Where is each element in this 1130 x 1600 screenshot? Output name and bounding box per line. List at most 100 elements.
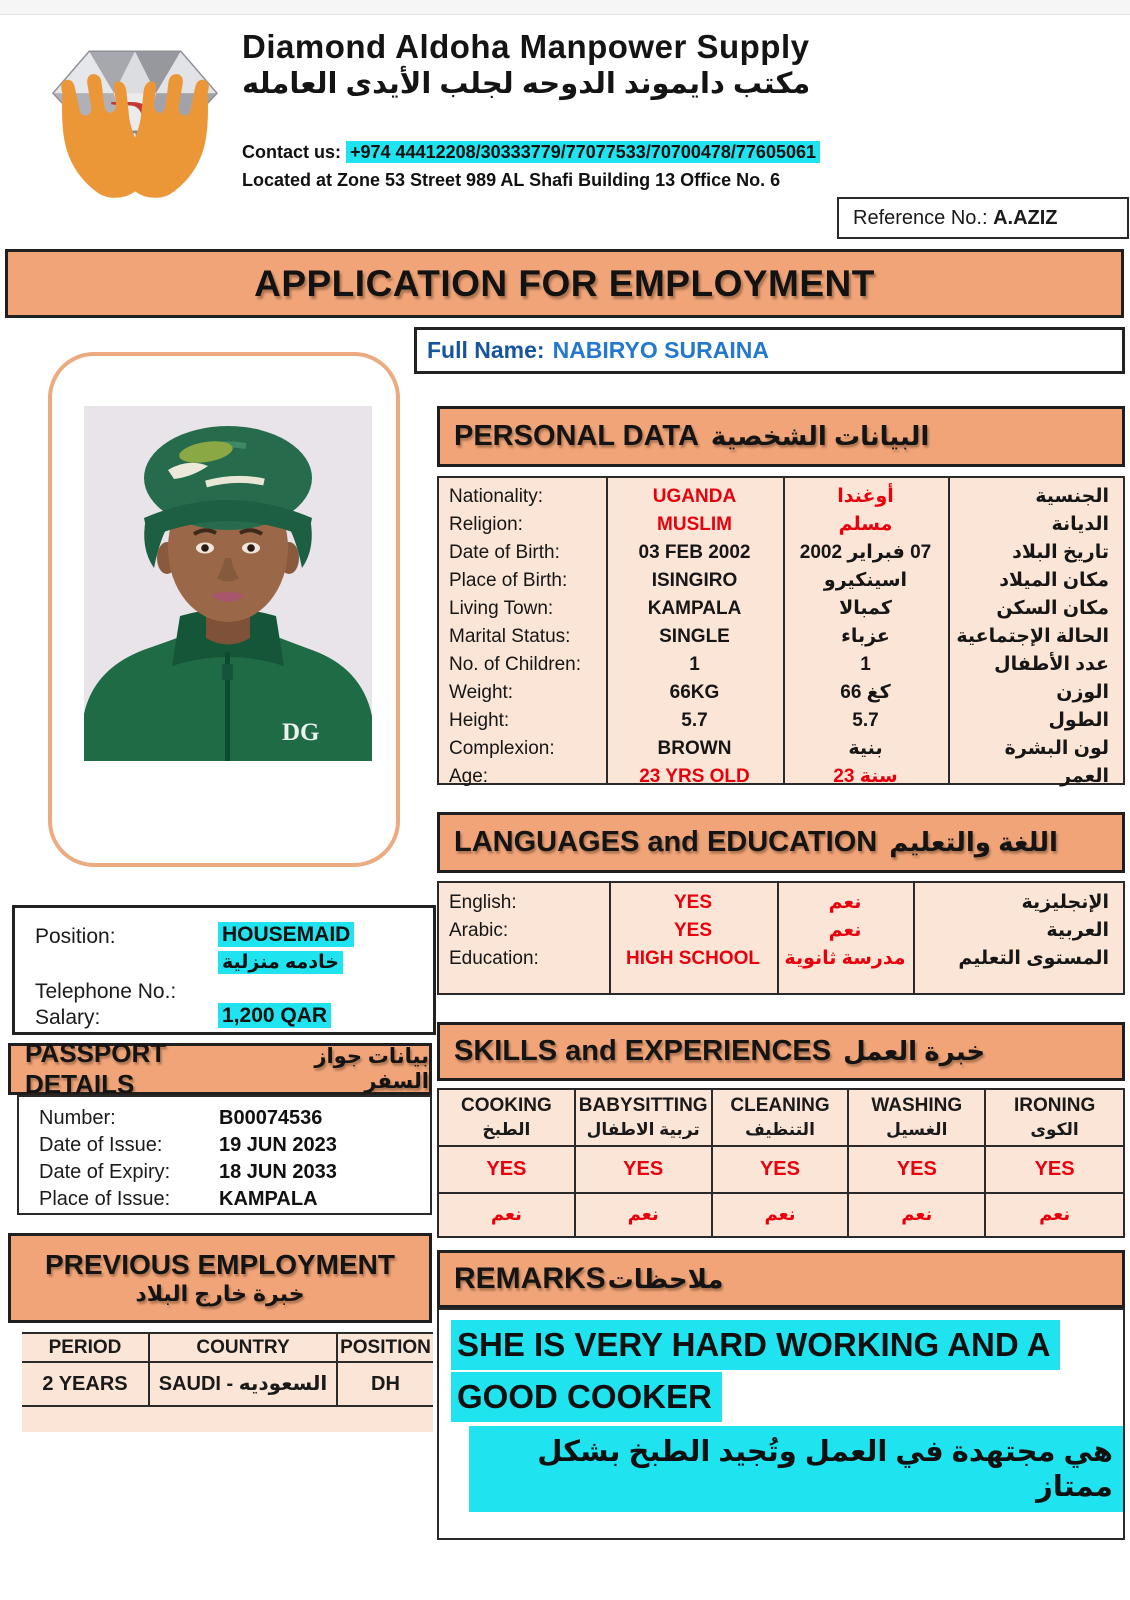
company-name-arabic: مكتب دايموند الدوحه لجلب الأيدى العامله (242, 68, 811, 100)
row-label: Age: (449, 766, 489, 787)
passport-title: PASSPORT DETAILS (25, 1038, 167, 1099)
position-value: HOUSEMAID (218, 922, 355, 947)
skill-yes-arabic: نعم (439, 1194, 576, 1236)
contact-numbers: +974 44412208/30333779/77077533/70700478… (346, 141, 820, 163)
row-label-arabic: لون البشرة (1004, 738, 1109, 759)
column-divider (606, 478, 608, 783)
personal-data-title-arabic: البيانات الشخصية (710, 421, 930, 451)
column-header: POSITION (338, 1334, 433, 1363)
skills-table: COOKING الطبخ BABYSITTING تربية الاطفال … (437, 1088, 1125, 1238)
remarks-line-arabic: هي مجتهدة في العمل وتُجيد الطبخ بشكل ممت… (469, 1426, 1123, 1512)
previous-data-row: 2 YEARS SAUDI - السعوديه DH (22, 1363, 433, 1407)
remarks-body: SHE IS VERY HARD WORKING AND A GOOD COOK… (437, 1308, 1125, 1540)
application-title-banner: APPLICATION FOR EMPLOYMENT (5, 249, 1124, 318)
row-label-arabic: الإنجليزية (1021, 892, 1109, 913)
row-label-arabic: الوزن (1056, 682, 1109, 703)
languages-title: LANGUAGES and EDUCATION (454, 826, 878, 858)
row-label-arabic: العمر (1060, 766, 1109, 787)
contact-line: Contact us: +974 44412208/30333779/77077… (242, 141, 820, 163)
row-label: No. of Children: (449, 654, 582, 675)
row-label-arabic: الديانة (1051, 514, 1109, 535)
row-value: YES (673, 892, 713, 913)
personal-data-table: Nationality: UGANDA أوغندا الجنسية Relig… (437, 476, 1125, 787)
company-logo: D D (30, 36, 240, 203)
column-divider (948, 478, 950, 783)
row-label: Religion: (449, 514, 523, 535)
table-row: Weight: 66KG كغ 66 الوزن (439, 679, 1123, 707)
table-row: Age: 23 YRS OLD سنة 23 العمر (439, 763, 1123, 791)
row-value-arabic: كمبالا (839, 598, 892, 619)
row-value: 18 JUN 2033 (219, 1161, 337, 1183)
row-value: B00074536 (219, 1107, 323, 1129)
row-value: SINGLE (659, 626, 730, 647)
row-label: Date of Expiry: (39, 1161, 171, 1183)
top-divider (0, 0, 1130, 15)
languages-education-header: LANGUAGES and EDUCATION اللغة والتعليم (437, 812, 1125, 873)
row-label: Arabic: (449, 920, 509, 941)
row-value: 19 JUN 2023 (219, 1134, 337, 1156)
row-value: BROWN (657, 738, 732, 759)
skills-yes-row: YES YES YES YES YES (439, 1147, 1123, 1194)
row-label-arabic: الحالة الإجتماعية (956, 626, 1109, 647)
personal-data-title: PERSONAL DATA (454, 420, 699, 452)
position-value-arabic: خادمه منزلية (218, 951, 343, 974)
row-label-arabic: الجنسية (1035, 486, 1109, 507)
row-value: ISINGIRO (651, 570, 738, 591)
table-row: English: YES نعم الإنجليزية (439, 889, 1123, 917)
row-label: Nationality: (449, 486, 543, 507)
previous-employment-table: PERIOD COUNTRY POSITION 2 YEARS SAUDI - … (22, 1332, 433, 1432)
skill-yes: YES (439, 1147, 576, 1194)
row-label: Marital Status: (449, 626, 571, 647)
reference-box: Reference No.: A.AZIZ (837, 197, 1129, 239)
passport-table: Number: B00074536 Date of Issue: 19 JUN … (17, 1095, 432, 1215)
row-value-arabic: مدرسة ثانوية (784, 948, 906, 969)
remarks-title-arabic: ملاحظات (607, 1263, 724, 1294)
row-value-arabic: نعم (828, 892, 862, 913)
skills-title: SKILLS and EXPERIENCES (454, 1035, 832, 1067)
column-header: COUNTRY (150, 1334, 338, 1363)
skill-yes: YES (575, 1147, 713, 1194)
position-label: Position: (35, 925, 116, 948)
row-label-arabic: المستوى التعليم (958, 948, 1109, 969)
column-divider (783, 478, 785, 783)
row-value-arabic: 07 فبراير 2002 (799, 542, 932, 563)
company-name: Diamond Aldoha Manpower Supply (242, 28, 810, 65)
column-divider (609, 883, 611, 993)
row-label-arabic: العربية (1046, 920, 1109, 941)
table-row: Nationality: UGANDA أوغندا الجنسية (439, 483, 1123, 511)
row-value-arabic: مسلم (838, 514, 893, 535)
previous-title-arabic: خبرة خارج البلاد (135, 1281, 305, 1306)
salary-label: Salary: (35, 1006, 101, 1029)
skills-header-row: COOKING الطبخ BABYSITTING تربية الاطفال … (439, 1090, 1123, 1147)
row-value-arabic: بنية (848, 738, 883, 759)
remarks-line-1: SHE IS VERY HARD WORKING AND A (451, 1320, 1061, 1370)
personal-data-header: PERSONAL DATA البيانات الشخصية (437, 406, 1125, 467)
column-divider (913, 883, 915, 993)
row-label: Number: (39, 1107, 116, 1129)
skill-column-header: COOKING الطبخ (439, 1090, 576, 1147)
table-row: Place of Birth: ISINGIRO اسينكيرو مكان ا… (439, 567, 1123, 595)
row-label: Education: (449, 948, 539, 969)
skill-yes: YES (712, 1147, 850, 1194)
row-value: YES (673, 920, 713, 941)
skill-yes-arabic: نعم (576, 1194, 713, 1236)
row-value: 23 YRS OLD (639, 766, 750, 787)
reference-value: A.AZIZ (993, 207, 1058, 229)
previous-employment-header: PREVIOUS EMPLOYMENT خبرة خارج البلاد (8, 1233, 432, 1323)
row-label-arabic: تاريخ البلاد (1012, 542, 1109, 563)
address-line: Located at Zone 53 Street 989 AL Shafi B… (242, 170, 781, 190)
table-row: Date of Expiry: 18 JUN 2033 (19, 1159, 430, 1186)
row-label: Living Town: (449, 598, 554, 619)
row-value-arabic: سنة 23 (833, 766, 898, 787)
row-value-arabic: 1 (860, 654, 871, 675)
full-name-value: NABIRYO SURAINA (552, 337, 769, 363)
contact-label: Contact us: (242, 142, 341, 162)
full-name-box: Full Name: NABIRYO SURAINA (414, 327, 1125, 374)
row-label: English: (449, 892, 517, 913)
table-row: Place of Issue: KAMPALA (19, 1186, 430, 1213)
languages-title-arabic: اللغة والتعليم (889, 827, 1058, 857)
skill-column-header: IRONING الكوى (986, 1090, 1123, 1147)
row-value: 1 (689, 654, 700, 675)
skills-naam-row: نعم نعم نعم نعم نعم (439, 1194, 1123, 1236)
